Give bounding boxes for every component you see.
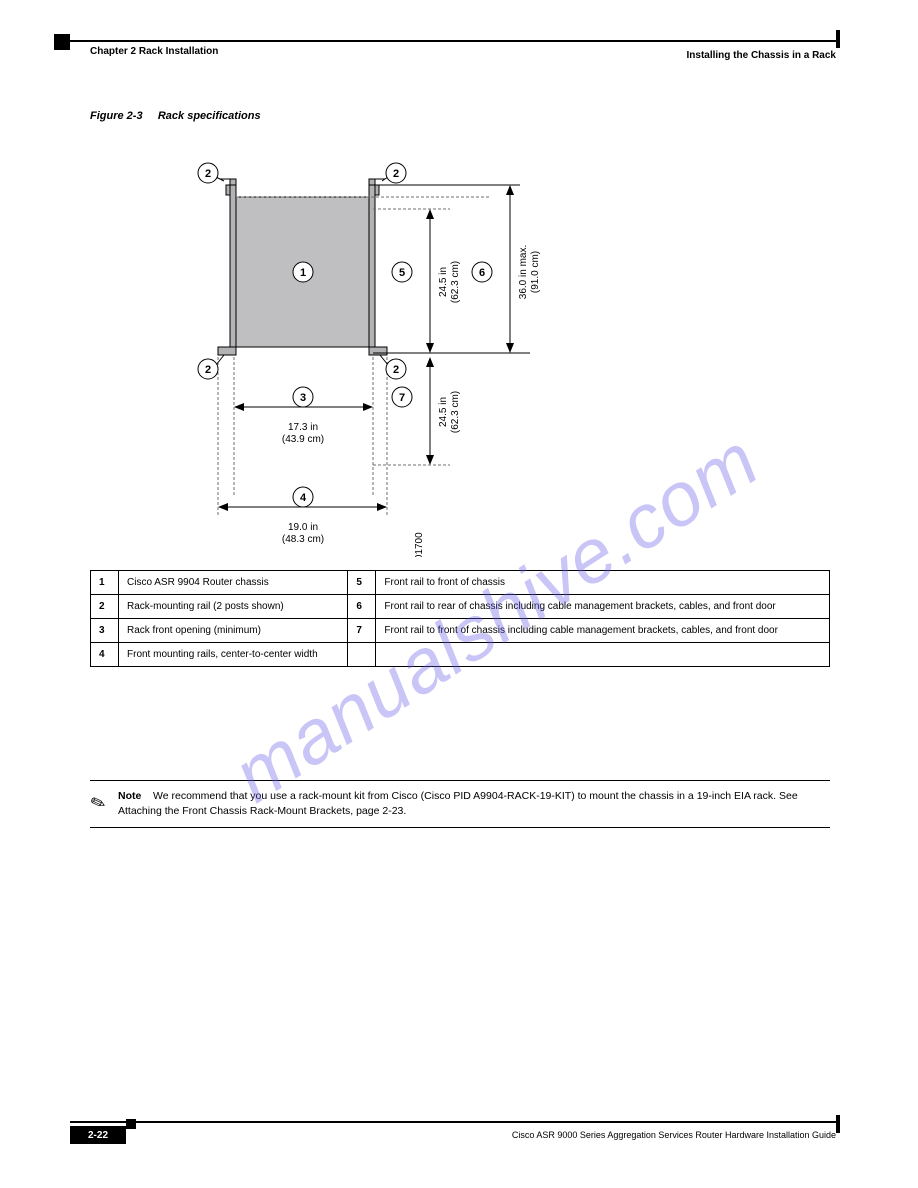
svg-text:2: 2 [205, 168, 211, 180]
svg-text:(43.9 cm): (43.9 cm) [282, 434, 324, 445]
manual-page: Chapter 2 Rack Installation Installing t… [0, 0, 918, 1188]
callout-5: 5 [392, 262, 412, 282]
cell-desc: Front mounting rails, center-to-center w… [119, 643, 348, 667]
svg-text:(91.0 cm): (91.0 cm) [530, 251, 541, 293]
cell-num [348, 643, 376, 667]
figure-caption: Figure 2-3 Rack specifications [90, 110, 830, 122]
dim-7: 24.5 in (62.3 cm) [373, 357, 461, 465]
callout-table: 1 Cisco ASR 9904 Router chassis 5 Front … [90, 570, 830, 667]
callout-1: 1 [293, 262, 313, 282]
cell-desc: Front rail to rear of chassis including … [376, 595, 830, 619]
pencil-icon: ✎ [87, 785, 121, 816]
callout-2-tl: 2 [198, 163, 224, 183]
table-row: 3 Rack front opening (minimum) 7 Front r… [91, 619, 830, 643]
callout-3: 3 [293, 387, 313, 407]
dim-5: 24.5 in (62.3 cm) [373, 209, 461, 353]
dim-6: 36.0 in max. (91.0 cm) [450, 185, 541, 353]
note-label: Note [118, 790, 141, 802]
cell-num: 2 [91, 595, 119, 619]
svg-text:7: 7 [399, 392, 405, 404]
svg-text:1: 1 [300, 267, 306, 279]
cell-num: 5 [348, 571, 376, 595]
note-block: ✎ Note We recommend that you use a rack-… [90, 780, 830, 828]
svg-text:501700: 501700 [414, 532, 425, 557]
publication-title: Cisco ASR 9000 Series Aggregation Servic… [512, 1130, 836, 1140]
callout-2-bl: 2 [198, 355, 224, 379]
callout-6: 6 [472, 262, 492, 282]
svg-text:17.3 in: 17.3 in [288, 422, 318, 433]
cell-num: 1 [91, 571, 119, 595]
svg-text:24.5 in: 24.5 in [438, 397, 449, 427]
cell-desc: Rack front opening (minimum) [119, 619, 348, 643]
svg-text:6: 6 [479, 267, 485, 279]
rack-spec-diagram: 24.5 in (62.3 cm) 36.0 in max. (91.0 cm) [190, 137, 590, 557]
cell-desc: Front rail to front of chassis [376, 571, 830, 595]
note-text: Note We recommend that you use a rack-mo… [118, 789, 830, 819]
corner-mark [126, 1119, 136, 1129]
cell-num: 6 [348, 595, 376, 619]
cell-num: 4 [91, 643, 119, 667]
callout-2-br: 2 [380, 355, 406, 379]
section-heading: Installing the Chassis in a Rack [687, 50, 837, 61]
figure-title: Rack specifications [158, 110, 261, 122]
section-heading-line: Installing the Chassis in a Rack [687, 50, 837, 61]
svg-text:5: 5 [399, 267, 405, 279]
callout-4: 4 [293, 487, 313, 507]
footer-rule [70, 1121, 838, 1123]
corner-mark [54, 34, 70, 50]
table-row: 1 Cisco ASR 9904 Router chassis 5 Front … [91, 571, 830, 595]
note-body: We recommend that you use a rack-mount k… [118, 790, 798, 817]
svg-text:(62.3 cm): (62.3 cm) [450, 261, 461, 303]
svg-text:3: 3 [300, 392, 306, 404]
svg-text:2: 2 [393, 168, 399, 180]
cell-desc: Cisco ASR 9904 Router chassis [119, 571, 348, 595]
svg-text:2: 2 [393, 364, 399, 376]
figure-block: Figure 2-3 Rack specifications [90, 110, 830, 557]
dim-4: 19.0 in (48.3 cm) [218, 503, 387, 545]
cell-desc: Front rail to front of chassis including… [376, 619, 830, 643]
svg-text:2: 2 [205, 364, 211, 376]
svg-text:(62.3 cm): (62.3 cm) [450, 391, 461, 433]
cell-num: 7 [348, 619, 376, 643]
svg-text:(48.3 cm): (48.3 cm) [282, 534, 324, 545]
cell-desc: Rack-mounting rail (2 posts shown) [119, 595, 348, 619]
svg-text:19.0 in: 19.0 in [288, 522, 318, 533]
dim-3: 17.3 in (43.9 cm) [234, 403, 373, 445]
corner-mark [836, 1115, 840, 1133]
callout-2-tr: 2 [382, 163, 406, 183]
cell-desc [376, 643, 830, 667]
table-row: 4 Front mounting rails, center-to-center… [91, 643, 830, 667]
figure-number: Figure 2-3 [90, 110, 143, 122]
svg-text:24.5 in: 24.5 in [438, 267, 449, 297]
svg-text:4: 4 [300, 492, 307, 504]
cell-num: 3 [91, 619, 119, 643]
page-number: 2-22 [70, 1126, 126, 1144]
chapter-heading: Chapter 2 Rack Installation [90, 46, 218, 57]
corner-mark [836, 30, 840, 48]
callout-7: 7 [392, 387, 412, 407]
header-rule [70, 40, 838, 42]
svg-text:36.0 in max.: 36.0 in max. [518, 245, 529, 299]
table-row: 2 Rack-mounting rail (2 posts shown) 6 F… [91, 595, 830, 619]
